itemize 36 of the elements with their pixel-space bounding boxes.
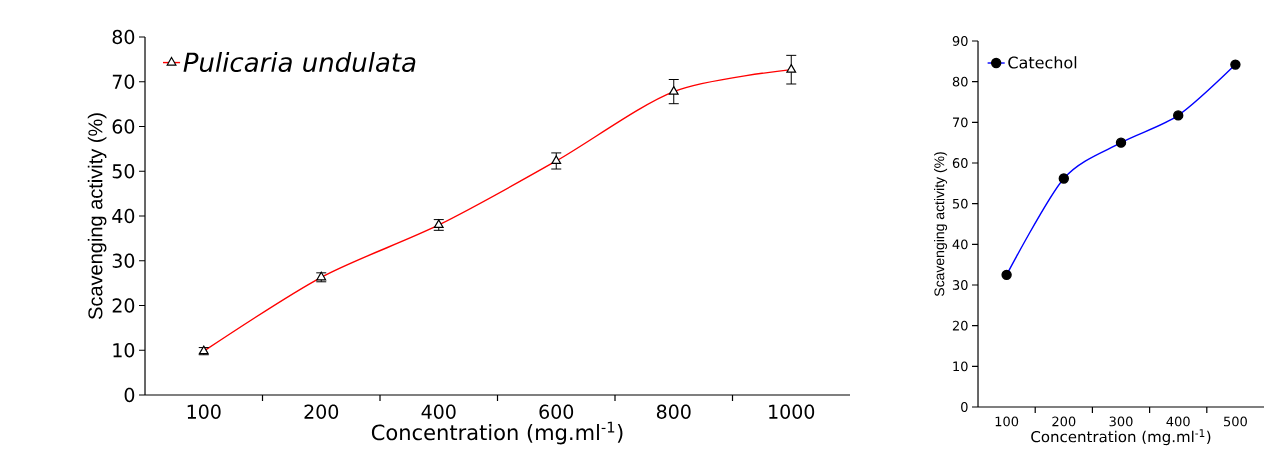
y-tick-label: 50 [952,198,968,209]
y-tick-label: 80 [112,29,135,45]
x-tick-label: 100 [995,416,1019,427]
legend-label: Pulicaria undulata [183,51,416,73]
y-tick-label: 60 [952,158,968,168]
y-axis-title: Scavenging activity (%) [934,152,948,297]
x-tick-label: 400 [421,404,456,419]
x-axis-title: Concentration (mg.ml$^{-1}$) [1031,429,1211,446]
y-tick-label: 80 [952,76,968,87]
x-tick-label: 400 [1166,416,1190,427]
y-tick-label: 90 [952,36,968,46]
y-tick-label: 40 [112,208,135,224]
y-tick-label: 70 [953,117,968,128]
x-tick-label: 200 [304,404,339,419]
x-tick-label: 1000 [769,404,815,419]
legend-label: Catechol [1008,56,1077,69]
x-axis-title: Concentration (mg.ml$^{-1}$) [371,421,623,445]
y-tick-label: 0 [124,387,135,403]
y-tick-label: 70 [112,74,135,89]
y-tick-label: 40 [952,239,968,250]
y-axis-title: Scavenging activity (%) [87,113,107,320]
y-tick-label: 60 [112,119,135,134]
x-tick-label: 500 [1224,416,1247,427]
x-tick-label: 200 [1052,416,1076,427]
y-tick-label: 10 [953,361,968,372]
y-tick-label: 50 [112,164,135,179]
y-tick-label: 30 [952,280,968,290]
y-tick-label: 0 [961,402,968,412]
y-tick-label: 20 [952,320,968,331]
x-tick-label: 100 [187,404,221,419]
y-tick-label: 10 [113,343,135,358]
x-tick-label: 600 [539,404,574,419]
y-tick-label: 20 [112,298,135,313]
x-tick-label: 800 [656,404,691,419]
y-tick-label: 30 [112,253,135,268]
x-tick-label: 300 [1109,416,1133,427]
